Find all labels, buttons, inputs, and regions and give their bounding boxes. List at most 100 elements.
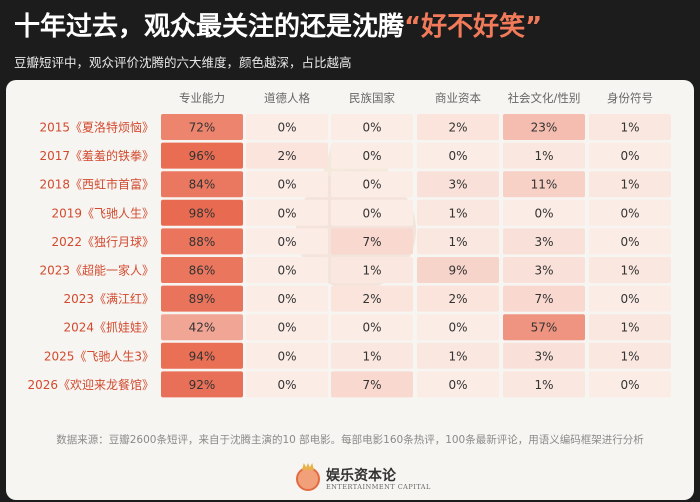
- cell-value: 0%: [277, 264, 296, 278]
- brand-english-name: ENTERTAINMENT CAPITAL: [326, 483, 431, 491]
- cell-value: 3%: [534, 264, 553, 278]
- heat-cell: [331, 171, 413, 198]
- data-source-note: 数据来源：豆瓣2600条短评，来自于沈腾主演的10 部电影。每部电影160条热评…: [56, 434, 644, 446]
- heat-cell: [331, 114, 413, 140]
- heat-cell: [589, 257, 671, 283]
- heat-cell: [417, 285, 499, 312]
- heat-cell: [503, 285, 585, 312]
- cell-value: 0%: [277, 121, 296, 135]
- cell-value: 92%: [189, 378, 216, 392]
- cell-value: 0%: [448, 321, 467, 335]
- heat-cell: [589, 142, 671, 169]
- heat-cell: [503, 171, 585, 198]
- column-header: 民族国家: [349, 91, 395, 105]
- heat-cell: [161, 257, 243, 283]
- heat-cell: [331, 142, 413, 169]
- heat-cell: [503, 142, 585, 169]
- row-label: 2023《超能一家人》: [39, 263, 154, 278]
- heat-cell: [417, 114, 499, 140]
- heat-cell: [246, 171, 328, 198]
- heat-cell: [589, 314, 671, 341]
- row-label: 2023《满江红》: [63, 291, 154, 306]
- row-label: 2025《飞驰人生3》: [44, 349, 154, 363]
- cell-value: 0%: [448, 378, 467, 392]
- heat-cell: [417, 199, 499, 226]
- heat-cell: [161, 199, 243, 226]
- heat-cell: [331, 257, 413, 283]
- column-header: 道德人格: [264, 91, 310, 105]
- row-label: 2015《夏洛特烦恼》: [39, 120, 154, 135]
- subtitle: 豆瓣短评中，观众评价沈腾的六大维度，颜色越深，占比越高: [14, 55, 352, 70]
- cell-value: 1%: [620, 121, 639, 135]
- cell-value: 1%: [448, 349, 467, 363]
- cell-value: 84%: [189, 178, 216, 192]
- cell-value: 0%: [620, 378, 639, 392]
- heat-cell: [503, 228, 585, 255]
- heat-cell: [589, 199, 671, 226]
- cell-value: 0%: [277, 206, 296, 220]
- cell-value: 2%: [277, 149, 296, 163]
- cell-value: 23%: [531, 121, 558, 135]
- cell-value: 0%: [362, 206, 381, 220]
- heat-cell: [589, 228, 671, 255]
- cell-value: 0%: [362, 149, 381, 163]
- cell-value: 0%: [620, 149, 639, 163]
- cell-value: 1%: [620, 178, 639, 192]
- heat-cell: [161, 371, 243, 398]
- heat-cell: [503, 342, 585, 369]
- heat-cell: [331, 285, 413, 312]
- header: 十年过去，观众最关注的还是沈腾“好不好笑” 豆瓣短评中，观众评价沈腾的六大维度，…: [0, 0, 700, 80]
- heat-cell: [246, 371, 328, 398]
- cell-value: 1%: [620, 264, 639, 278]
- heat-cell: [417, 142, 499, 169]
- cell-value: 0%: [277, 378, 296, 392]
- row-label: 2022《独行月球》: [51, 235, 154, 249]
- cell-value: 98%: [189, 206, 216, 220]
- heat-cell: [589, 342, 671, 369]
- cell-value: 0%: [277, 321, 296, 335]
- heat-cell: [161, 314, 243, 341]
- heatmap-chart: 专业能力 道德人格 民族国家 商业资本 社会文化/性别 身份符号 2015《夏洛特烦恼》 72…: [27, 91, 671, 398]
- heat-cell: [331, 199, 413, 226]
- heat-cell: [417, 171, 499, 198]
- heat-cell: [417, 371, 499, 398]
- row-label: 2019《飞驰人生》: [51, 206, 154, 220]
- row-label: 2017《羞羞的铁拳》: [39, 148, 154, 163]
- heat-cell: [331, 314, 413, 341]
- cell-value: 0%: [620, 292, 639, 306]
- heat-cell: [246, 257, 328, 283]
- heat-cell: [161, 171, 243, 198]
- page-title: 十年过去，观众最关注的还是沈腾“好不好笑”: [14, 6, 542, 43]
- heat-cell: [589, 371, 671, 398]
- cell-value: 0%: [620, 206, 639, 220]
- cell-value: 1%: [362, 349, 381, 363]
- cell-value: 2%: [448, 292, 467, 306]
- heat-cell: [331, 371, 413, 398]
- column-header: 专业能力: [179, 91, 225, 105]
- heat-cell: [161, 228, 243, 255]
- row-label: 2026《欢迎来龙餐馆》: [27, 377, 154, 392]
- heat-cell: [246, 228, 328, 255]
- cell-value: 0%: [620, 235, 639, 249]
- cell-value: 0%: [277, 178, 296, 192]
- cell-value: 1%: [448, 206, 467, 220]
- cell-value: 2%: [362, 292, 381, 306]
- heat-cell: [246, 342, 328, 369]
- cell-value: 1%: [620, 321, 639, 335]
- cell-value: 1%: [534, 378, 553, 392]
- heat-cell: [589, 114, 671, 140]
- cell-value: 7%: [534, 292, 553, 306]
- cell-value: 0%: [362, 321, 381, 335]
- cell-value: 3%: [448, 178, 467, 192]
- heat-cell: [161, 114, 243, 140]
- heat-cell: [503, 257, 585, 283]
- brand-mascot-icon: [296, 467, 320, 491]
- heat-cell: [417, 257, 499, 283]
- cell-value: 0%: [277, 292, 296, 306]
- cell-value: 3%: [534, 349, 553, 363]
- cell-value: 0%: [277, 349, 296, 363]
- cell-value: 0%: [362, 178, 381, 192]
- cell-value: 0%: [277, 235, 296, 249]
- column-header: 社会文化/性别: [508, 91, 581, 105]
- cell-value: 1%: [448, 235, 467, 249]
